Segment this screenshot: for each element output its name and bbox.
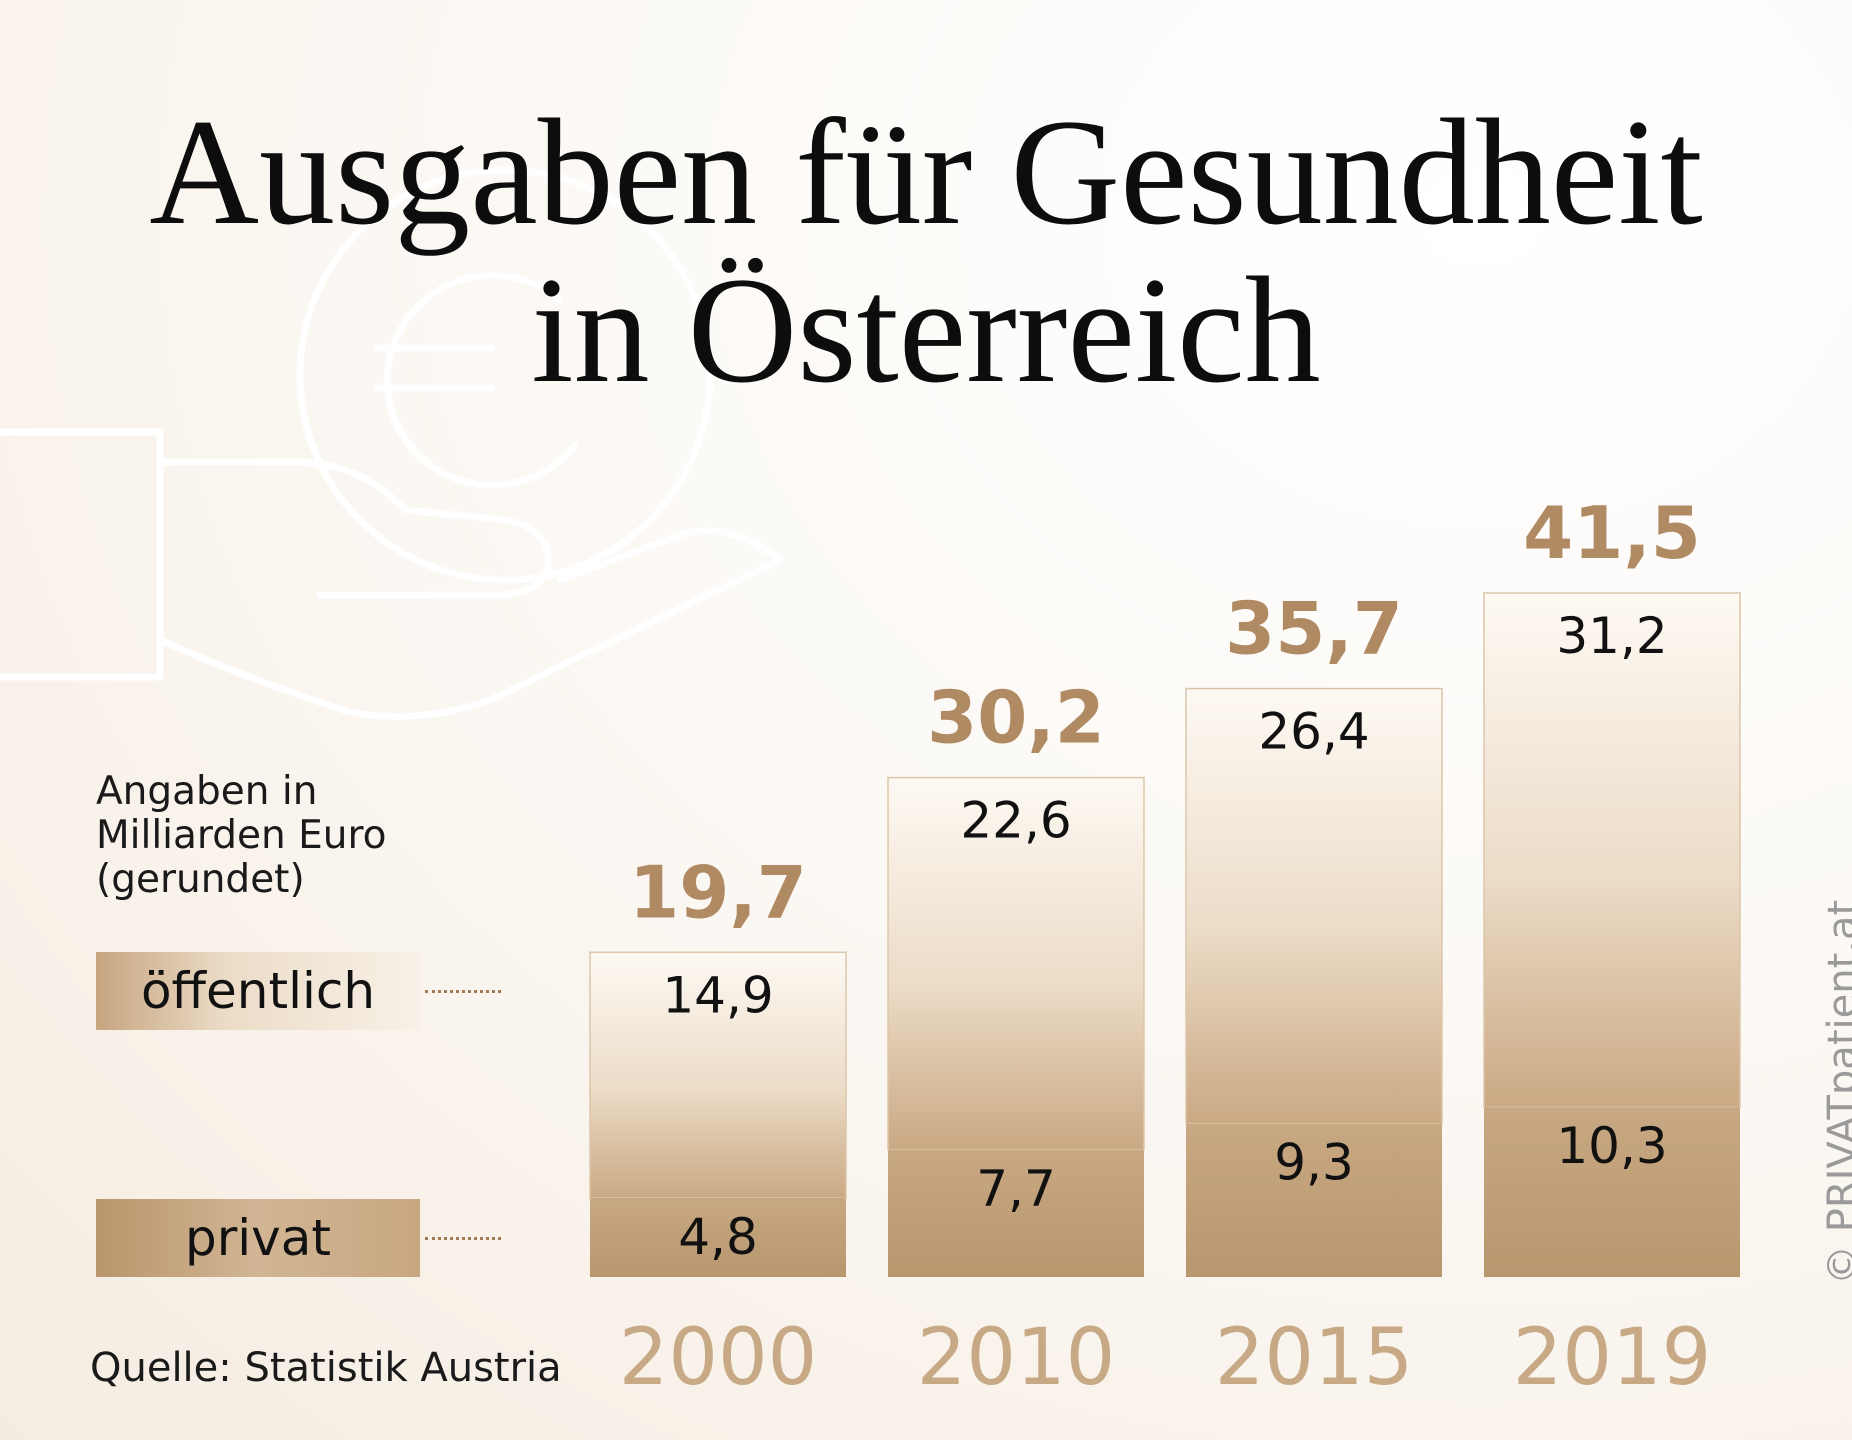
private-value-label: 10,3 bbox=[1556, 1117, 1667, 1175]
public-value-label: 14,9 bbox=[662, 966, 773, 1024]
bar-public-segment bbox=[887, 776, 1145, 1151]
page-title-line-2: in Österreich bbox=[531, 246, 1321, 414]
bar-private-segment bbox=[1484, 1107, 1740, 1277]
hand-holding-euro-coin-icon bbox=[0, 166, 784, 720]
total-value-label: 30,2 bbox=[927, 676, 1105, 760]
legend-public: öffentlich bbox=[96, 952, 420, 1030]
year-tick-label: 2000 bbox=[619, 1313, 818, 1403]
bar-public-segment bbox=[589, 951, 847, 1199]
year-tick-label: 2010 bbox=[917, 1313, 1116, 1403]
legend-private-label: privat bbox=[184, 1209, 332, 1267]
bar-private-segment bbox=[888, 1150, 1144, 1277]
bar-private-segment bbox=[590, 1197, 846, 1277]
year-tick-label: 2019 bbox=[1513, 1313, 1712, 1403]
public-value-label: 31,2 bbox=[1556, 607, 1667, 665]
private-value-label: 4,8 bbox=[678, 1208, 758, 1266]
total-value-label: 19,7 bbox=[629, 850, 807, 934]
public-value-label: 26,4 bbox=[1258, 703, 1369, 761]
private-value-label: 7,7 bbox=[976, 1160, 1056, 1218]
unit-note-line: Angaben in bbox=[96, 769, 318, 814]
public-value-label: 22,6 bbox=[960, 792, 1071, 850]
legend-public-leader bbox=[425, 990, 501, 993]
page-title-line-1: Ausgaben für Gesundheit bbox=[149, 88, 1703, 256]
year-tick-label: 2015 bbox=[1215, 1313, 1414, 1403]
total-value-label: 35,7 bbox=[1225, 587, 1403, 671]
source-note: Quelle: Statistik Austria bbox=[90, 1345, 562, 1391]
bar-public-segment bbox=[1185, 687, 1443, 1125]
private-value-label: 9,3 bbox=[1274, 1134, 1354, 1192]
unit-note-line: Milliarden Euro bbox=[96, 813, 387, 858]
legend-public-label: öffentlich bbox=[140, 962, 376, 1020]
legend-private: privat bbox=[96, 1199, 420, 1277]
bar-public-segment bbox=[1483, 592, 1741, 1108]
copyright-note: © PRIVATpatient.at bbox=[1820, 899, 1852, 1285]
unit-note: Angaben in Milliarden Euro (gerundet) bbox=[96, 770, 516, 902]
total-value-label: 41,5 bbox=[1523, 491, 1701, 575]
bar-private-segment bbox=[1186, 1123, 1442, 1277]
unit-note-line: (gerundet) bbox=[96, 857, 305, 902]
legend-private-leader bbox=[425, 1237, 501, 1240]
